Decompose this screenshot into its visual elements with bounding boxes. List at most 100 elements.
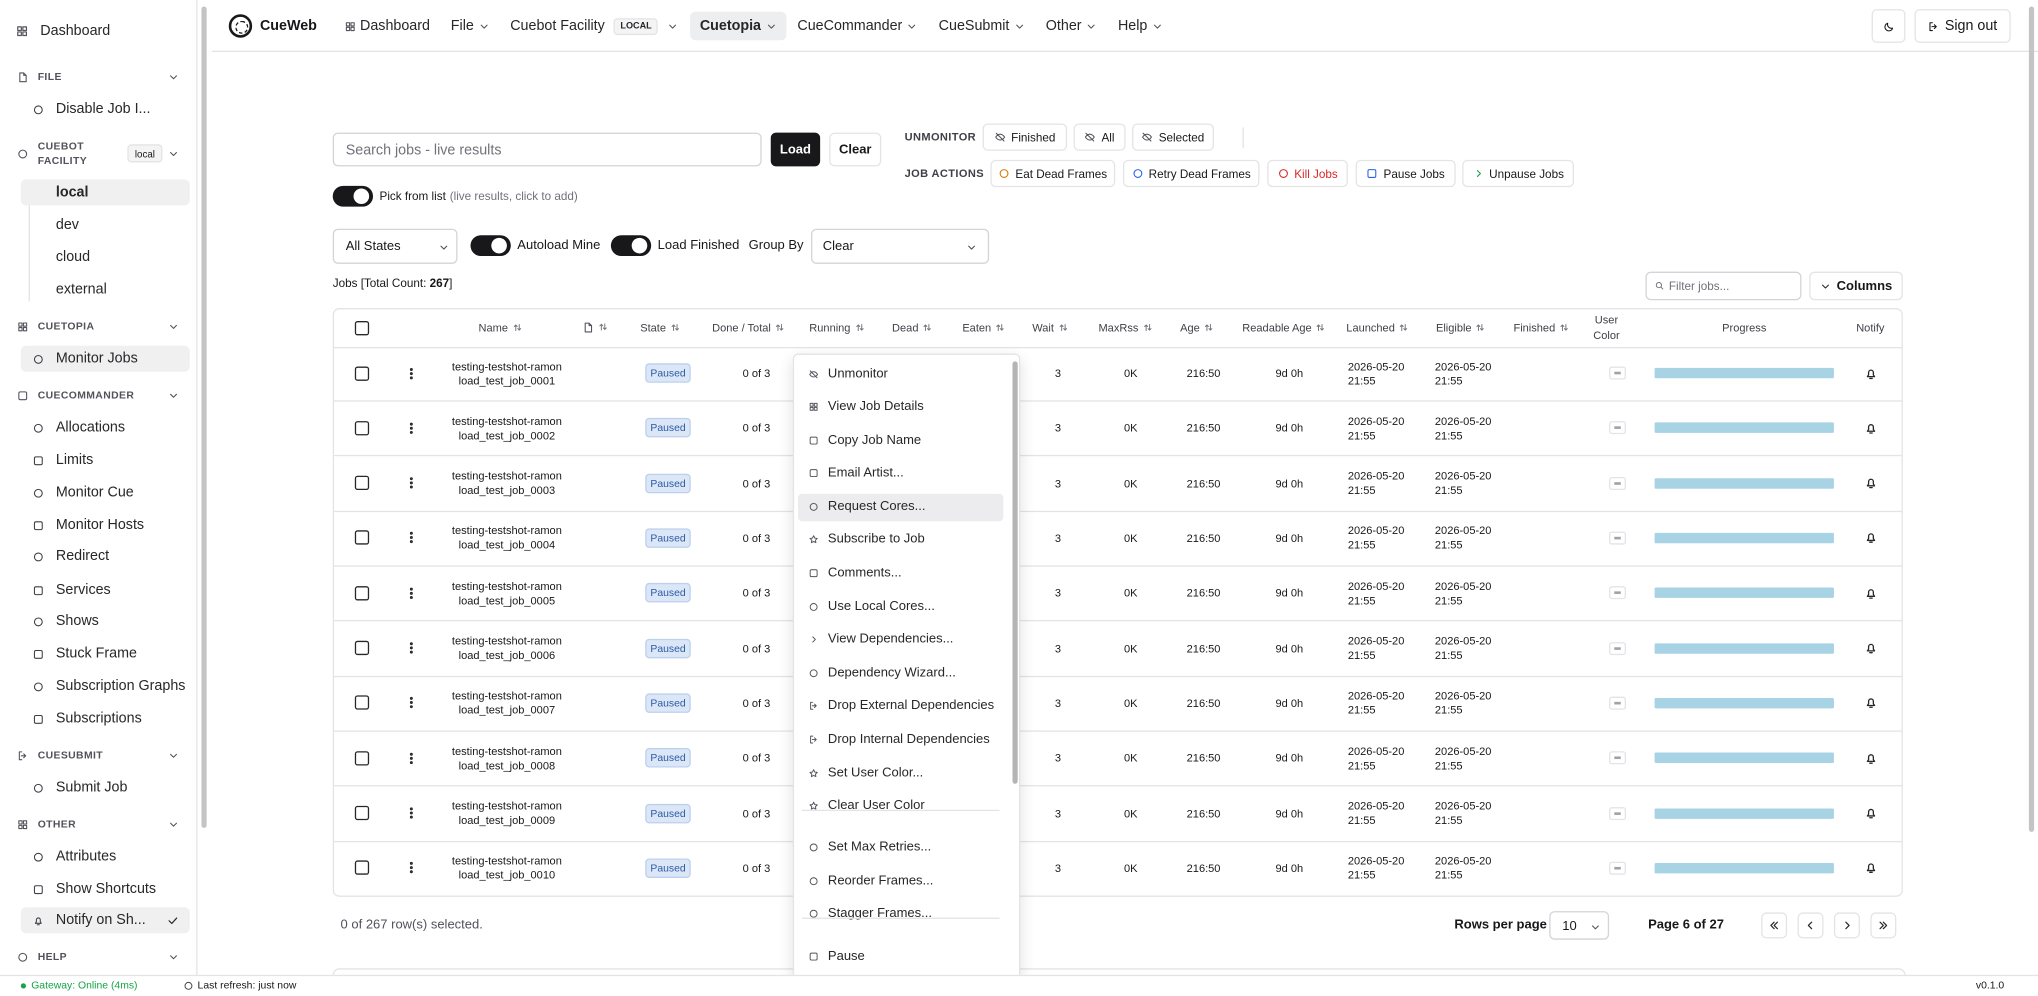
menu-item[interactable]: Pause	[798, 943, 1003, 970]
checkbox[interactable]	[354, 530, 369, 546]
header-cell[interactable]: Dead	[892, 321, 933, 334]
nav-item[interactable]: Cuebot Facility LOCAL	[501, 12, 688, 41]
header-cell[interactable]: Wait	[1032, 321, 1068, 334]
menu-item[interactable]: Email Artist...	[798, 459, 1003, 486]
checkbox[interactable]	[354, 861, 369, 876]
user-color[interactable]	[1609, 531, 1626, 545]
cell: 9d 0h	[1275, 421, 1304, 435]
header-label: Age	[1180, 321, 1200, 335]
columns-button[interactable]: Columns	[1809, 271, 1903, 301]
unmonitor-button[interactable]: All	[1073, 123, 1126, 151]
header-cell[interactable]: MaxRss	[1098, 321, 1152, 334]
header-cell[interactable]: Eaten	[962, 321, 1005, 334]
nav-link: Disable Job I...	[55, 101, 151, 117]
header-cell[interactable]: State	[640, 321, 680, 334]
group-label: UNMONITOR	[904, 129, 977, 143]
clear-button[interactable]: Clear	[829, 132, 882, 167]
job-action-button[interactable]: Unpause Jobs	[1462, 159, 1574, 188]
toggle[interactable]	[332, 185, 374, 207]
filter-input[interactable]: Filter jobs...	[1645, 271, 1802, 301]
menu-item[interactable]: Clear User Color	[798, 792, 1003, 819]
menu-item[interactable]: Set Max Retries...	[798, 834, 1003, 861]
menu-item[interactable]: Copy Job Name	[798, 427, 1003, 454]
user-color[interactable]	[1609, 586, 1626, 600]
user-color[interactable]	[1609, 806, 1626, 820]
checkbox[interactable]	[354, 475, 369, 491]
page-button[interactable]	[1797, 912, 1824, 939]
job-name: testing-testshot-ramon	[451, 414, 562, 428]
menu-item[interactable]: Set User Color...	[798, 760, 1003, 787]
menu-item[interactable]: Drop Internal Dependencies	[798, 726, 1003, 753]
page-button[interactable]	[1761, 912, 1788, 939]
cell: 2026-05-20	[1347, 524, 1405, 538]
job-action-button[interactable]: Retry Dead Frames	[1122, 159, 1260, 188]
user-color[interactable]	[1609, 421, 1626, 435]
toggle[interactable]	[610, 235, 652, 257]
checkbox[interactable]	[354, 695, 369, 711]
user-color[interactable]	[1609, 861, 1626, 875]
header-cell[interactable]: Launched	[1346, 321, 1409, 334]
menu-item[interactable]: Dependency Wizard...	[798, 660, 1003, 687]
search-input[interactable]: Search jobs - live results	[332, 132, 762, 167]
icon	[908, 23, 916, 28]
load-button[interactable]: Load	[770, 132, 821, 167]
header-cell[interactable]: Done / Total	[712, 321, 785, 334]
icon	[33, 714, 43, 724]
menu-item[interactable]: Drop External Dependencies	[798, 692, 1003, 719]
sign-out[interactable]: Sign out	[1914, 9, 2011, 43]
checkbox[interactable]	[354, 320, 369, 335]
nav-item[interactable]: Dashboard	[335, 12, 439, 41]
header-cell[interactable]: Finished	[1513, 321, 1569, 334]
page-button[interactable]	[1833, 912, 1860, 939]
user-color[interactable]	[1609, 696, 1626, 710]
user-color[interactable]	[1609, 641, 1626, 655]
menu-item[interactable]: Subscribe to Job	[798, 526, 1003, 553]
job-action-button[interactable]: Pause Jobs	[1355, 159, 1456, 188]
checkbox[interactable]	[354, 365, 369, 381]
header-cell[interactable]: Readable Age	[1242, 321, 1326, 334]
checkbox[interactable]	[354, 640, 369, 656]
menu-item[interactable]: View Job Details	[798, 393, 1003, 420]
user-color[interactable]	[1609, 366, 1626, 380]
nav-item[interactable]: CueSubmit	[930, 12, 1035, 41]
checkbox[interactable]	[354, 585, 369, 601]
nav-link: Attributes	[55, 848, 117, 865]
icon	[409, 422, 413, 434]
menu-item[interactable]: Use Local Cores...	[798, 593, 1003, 620]
nav-item[interactable]: Other	[1037, 12, 1107, 41]
nav-item[interactable]: File	[442, 12, 499, 41]
job-action-button[interactable]: Kill Jobs	[1267, 159, 1348, 188]
page-button[interactable]	[1870, 912, 1897, 939]
checkbox[interactable]	[354, 750, 369, 766]
menu-item[interactable]: View Dependencies...	[798, 626, 1003, 653]
state-select[interactable]: All States	[332, 228, 458, 264]
menu-item[interactable]: Reorder Frames...	[798, 868, 1003, 895]
job-action-button[interactable]: Eat Dead Frames	[990, 159, 1116, 188]
user-color[interactable]	[1609, 476, 1626, 490]
toggle[interactable]	[470, 235, 511, 257]
unmonitor-button[interactable]: Selected	[1132, 123, 1214, 151]
menu-item[interactable]: Stagger Frames...	[798, 900, 1003, 927]
menu-item[interactable]: Comments...	[798, 560, 1003, 587]
icon	[1866, 808, 1875, 819]
rows-per-page-select[interactable]: 10	[1549, 911, 1610, 940]
menu-item[interactable]: Unmonitor	[798, 361, 1003, 388]
nav-item[interactable]: CueCommander	[788, 12, 927, 41]
nav-link: Stuck Frame	[55, 645, 137, 662]
header-cell[interactable]: Name	[479, 321, 523, 334]
group-by-select[interactable]: Clear	[811, 228, 990, 264]
theme-toggle[interactable]	[1871, 9, 1906, 43]
nav-item[interactable]: Help	[1109, 12, 1172, 41]
user-color[interactable]	[1609, 751, 1626, 765]
row-border	[334, 400, 1902, 402]
menu-item[interactable]: Request Cores...	[798, 493, 1004, 521]
header-cell[interactable]: Eligible	[1436, 321, 1486, 334]
checkbox[interactable]	[354, 806, 369, 821]
header-cell[interactable]: Age	[1180, 321, 1214, 334]
nav-item[interactable]: Cuetopia	[690, 11, 786, 41]
menu-label: Email Artist...	[827, 465, 904, 481]
unmonitor-button[interactable]: Finished	[982, 123, 1068, 151]
checkbox[interactable]	[354, 420, 369, 436]
cell: 9d 0h	[1275, 476, 1304, 490]
header-cell[interactable]: Running	[809, 321, 864, 334]
